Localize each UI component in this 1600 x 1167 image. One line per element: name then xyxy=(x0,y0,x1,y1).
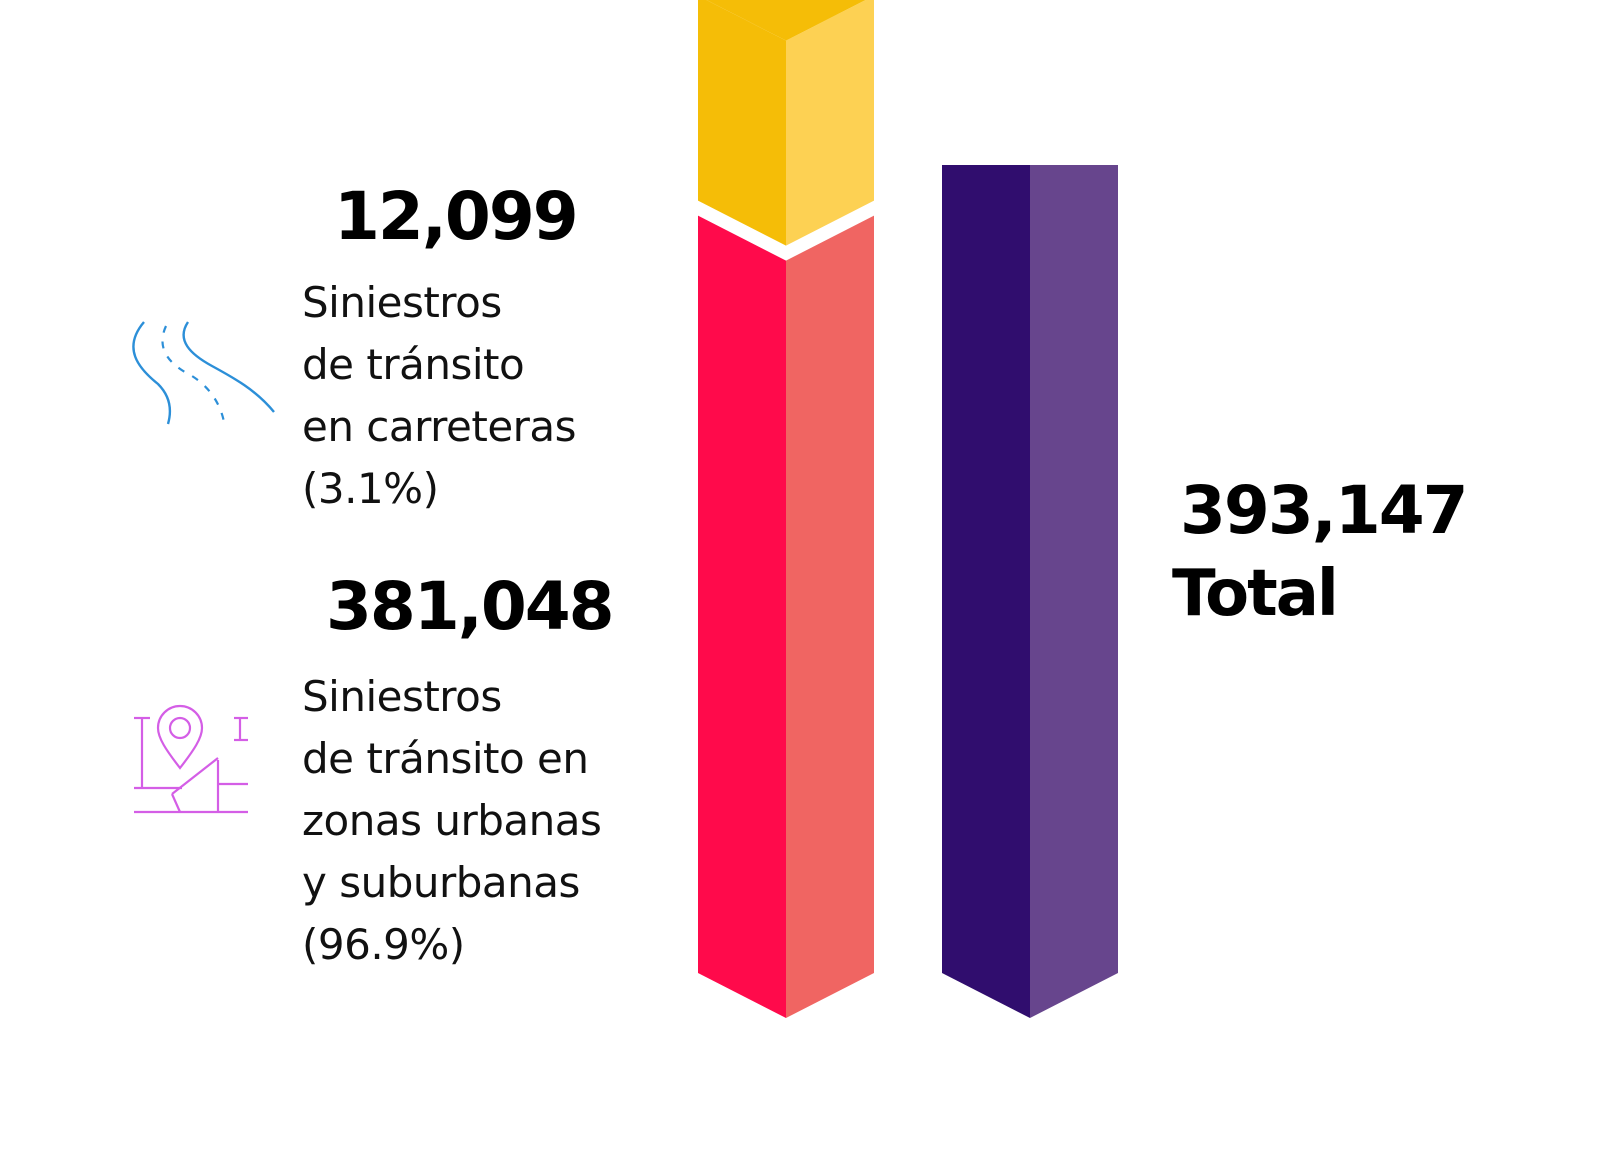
highway-line-1: Siniestros xyxy=(302,278,502,327)
urban-description: Siniestros de tránsito en zonas urbanas … xyxy=(302,666,602,976)
highway-description: Siniestros de tránsito en carreteras (3.… xyxy=(302,272,577,520)
total-bar-side xyxy=(1030,165,1118,1018)
stacked-bar xyxy=(698,0,874,1018)
map-pin-icon xyxy=(134,704,248,814)
highway-value: 12,099 xyxy=(334,178,579,255)
road-icon xyxy=(132,321,275,425)
highway-bar-front xyxy=(698,0,786,246)
urban-value: 381,048 xyxy=(326,568,615,645)
highway-line-3: en carreteras xyxy=(302,402,577,451)
urban-bar-side xyxy=(786,215,874,1018)
highway-bar-side xyxy=(786,0,874,246)
urban-line-2: de tránsito en xyxy=(302,734,589,783)
total-bar xyxy=(942,165,1118,1018)
urban-line-4: y suburbanas xyxy=(302,858,580,907)
total-label: Total xyxy=(1172,557,1339,631)
urban-line-3: zonas urbanas xyxy=(302,796,602,845)
highway-line-2: de tránsito xyxy=(302,340,525,389)
urban-bar-front xyxy=(698,215,786,1018)
urban-line-1: Siniestros xyxy=(302,672,502,721)
total-bar-front xyxy=(942,165,1030,1018)
highway-line-4: (3.1%) xyxy=(302,464,439,513)
total-value: 393,147 xyxy=(1180,472,1469,549)
highway-bar-top xyxy=(706,0,866,41)
urban-line-5: (96.9%) xyxy=(302,920,465,969)
